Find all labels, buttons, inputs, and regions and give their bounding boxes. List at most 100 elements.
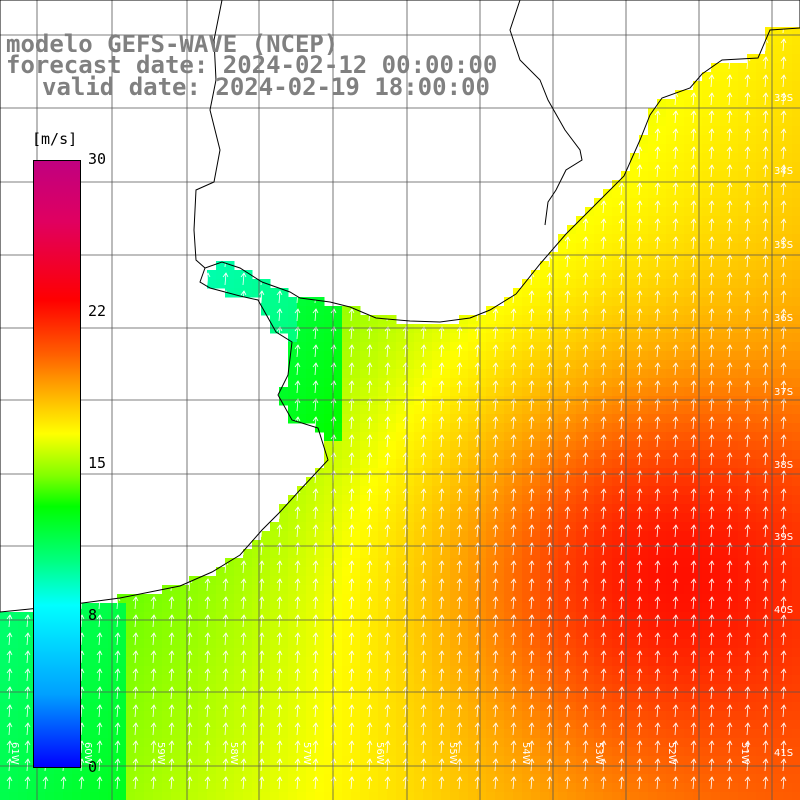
wind-speed-cell <box>396 495 406 505</box>
wind-speed-cell <box>504 495 514 505</box>
wind-speed-cell <box>27 657 37 667</box>
wind-speed-cell <box>396 450 406 460</box>
wind-arrow <box>474 146 481 160</box>
wind-speed-cell <box>774 603 784 613</box>
wind-speed-cell <box>432 594 442 604</box>
wind-speed-cell <box>522 333 532 343</box>
wind-speed-cell <box>522 702 532 712</box>
wind-speed-cell <box>522 342 532 352</box>
wind-speed-cell <box>630 288 640 298</box>
wind-speed-cell <box>324 639 334 649</box>
wind-speed-cell <box>531 738 541 748</box>
wind-speed-cell <box>324 495 334 505</box>
wind-speed-cell <box>522 297 532 307</box>
wind-speed-cell <box>441 432 451 442</box>
wind-speed-cell <box>774 684 784 694</box>
wind-speed-cell <box>468 360 478 370</box>
wind-speed-cell <box>54 792 64 800</box>
wind-speed-cell <box>747 252 757 262</box>
wind-arrow <box>294 2 301 16</box>
wind-speed-cell <box>675 333 685 343</box>
wind-speed-cell <box>756 783 766 793</box>
wind-speed-cell <box>351 720 361 730</box>
wind-speed-cell <box>711 612 721 622</box>
wind-arrow <box>654 110 661 124</box>
wind-speed-cell <box>207 639 217 649</box>
wind-speed-cell <box>648 486 658 496</box>
wind-speed-cell <box>324 450 334 460</box>
wind-speed-cell <box>648 540 658 550</box>
wind-speed-cell <box>495 720 505 730</box>
wind-speed-cell <box>756 531 766 541</box>
wind-speed-cell <box>180 774 190 784</box>
wind-speed-cell <box>387 603 397 613</box>
wind-arrow <box>6 182 13 196</box>
wind-speed-cell <box>765 117 775 127</box>
wind-arrow <box>582 2 589 16</box>
wind-speed-cell <box>702 81 712 91</box>
wind-speed-cell <box>594 711 604 721</box>
wind-speed-cell <box>792 261 800 271</box>
wind-speed-cell <box>90 666 100 676</box>
wind-speed-cell <box>36 774 46 784</box>
wind-speed-cell <box>531 540 541 550</box>
wind-arrow <box>528 182 535 196</box>
wind-arrow <box>618 146 625 160</box>
wind-speed-cell <box>306 720 316 730</box>
wind-speed-cell <box>783 288 793 298</box>
wind-speed-cell <box>441 531 451 541</box>
wind-speed-cell <box>675 585 685 595</box>
wind-speed-cell <box>387 351 397 361</box>
wind-speed-cell <box>324 342 334 352</box>
wind-speed-cell <box>684 288 694 298</box>
wind-speed-cell <box>783 423 793 433</box>
wind-speed-cell <box>648 153 658 163</box>
wind-speed-cell <box>216 603 226 613</box>
wind-speed-cell <box>657 576 667 586</box>
wind-speed-cell <box>540 585 550 595</box>
wind-speed-cell <box>495 792 505 800</box>
wind-speed-cell <box>774 450 784 460</box>
wind-speed-cell <box>342 594 352 604</box>
wind-arrow <box>708 146 715 160</box>
wind-arrow <box>420 2 427 16</box>
wind-speed-cell <box>279 315 289 325</box>
wind-speed-cell <box>81 783 91 793</box>
wind-speed-cell <box>486 783 496 793</box>
wind-speed-cell <box>792 369 800 379</box>
wind-speed-cell <box>585 495 595 505</box>
wind-speed-cell <box>414 720 424 730</box>
wind-speed-cell <box>549 594 559 604</box>
wind-arrow <box>240 2 247 16</box>
wind-speed-cell <box>567 792 577 800</box>
wind-speed-cell <box>432 567 442 577</box>
wind-speed-cell <box>153 774 163 784</box>
wind-speed-cell <box>558 783 568 793</box>
wind-arrow <box>168 164 175 178</box>
wind-speed-cell <box>450 711 460 721</box>
wind-speed-cell <box>765 342 775 352</box>
wind-speed-cell <box>243 612 253 622</box>
wind-speed-cell <box>603 495 613 505</box>
wind-speed-cell <box>117 612 127 622</box>
wind-arrow <box>438 38 445 52</box>
wind-arrow <box>744 146 751 160</box>
wind-speed-cell <box>540 315 550 325</box>
wind-speed-cell <box>747 738 757 748</box>
wind-speed-cell <box>765 189 775 199</box>
wind-arrow <box>654 182 661 196</box>
wind-speed-cell <box>738 297 748 307</box>
wind-speed-cell <box>369 513 379 523</box>
wind-speed-cell <box>198 783 208 793</box>
wind-arrow <box>708 74 715 88</box>
wind-arrow <box>222 182 229 196</box>
wind-speed-cell <box>387 468 397 478</box>
wind-speed-cell <box>657 765 667 775</box>
wind-speed-cell <box>342 369 352 379</box>
wind-speed-cell <box>729 162 739 172</box>
wind-speed-cell <box>396 423 406 433</box>
wind-speed-cell <box>468 585 478 595</box>
wind-speed-cell <box>684 216 694 226</box>
wind-speed-cell <box>405 603 415 613</box>
wind-speed-cell <box>783 270 793 280</box>
